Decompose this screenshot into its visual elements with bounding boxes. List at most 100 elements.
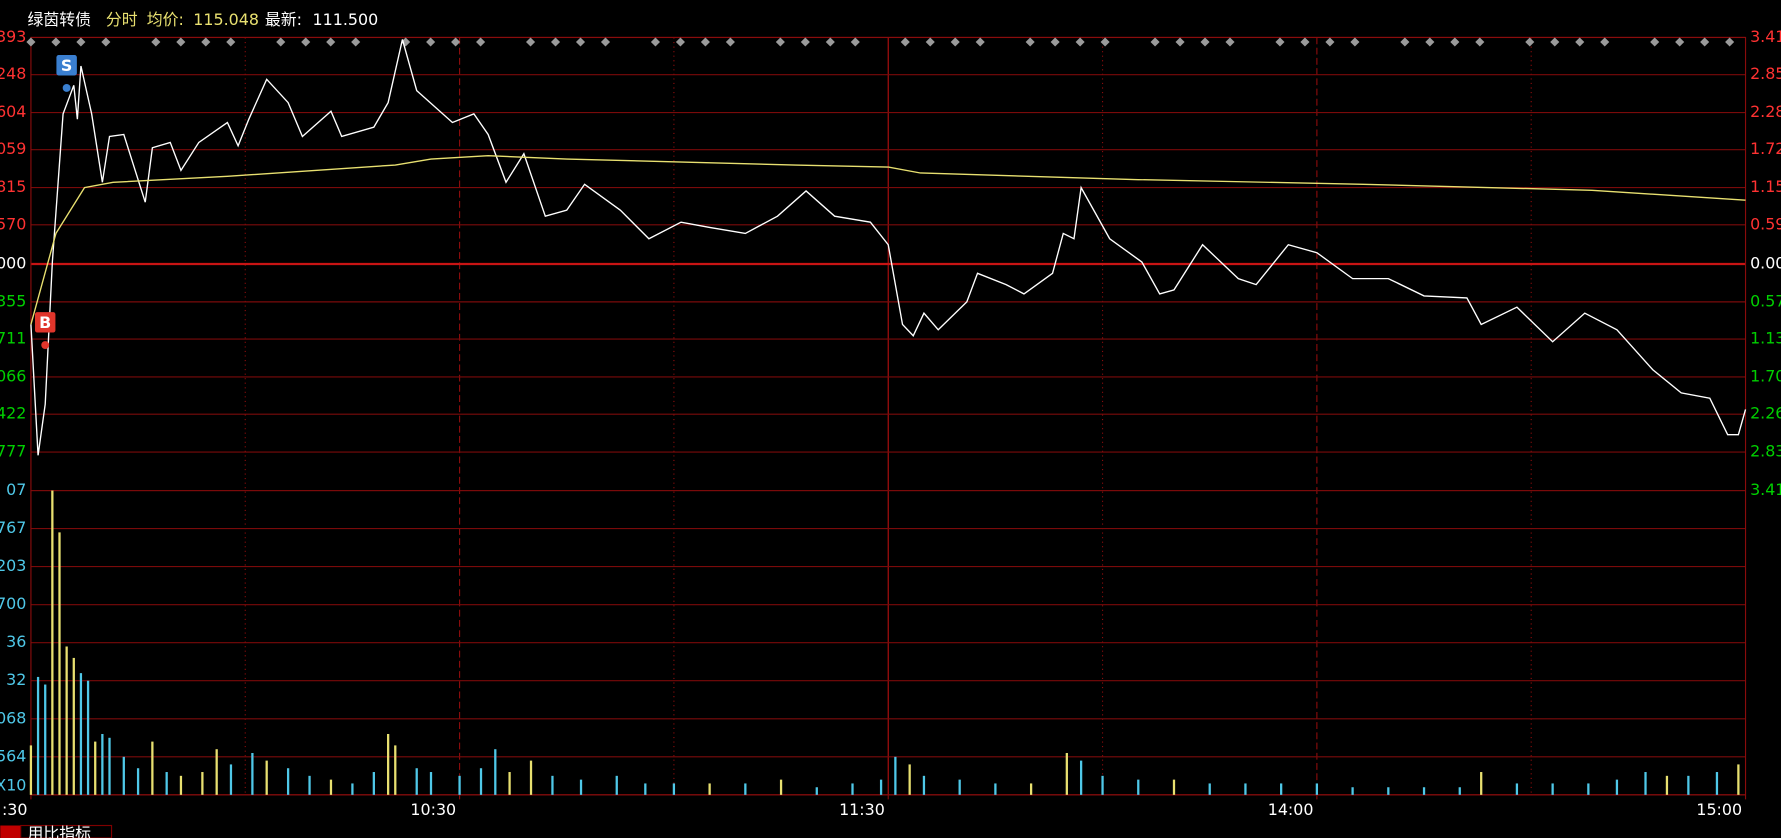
right-tick-label: 0.57 xyxy=(1750,291,1781,310)
event-diamond xyxy=(1025,37,1035,47)
volume-bar xyxy=(201,772,204,795)
event-diamond xyxy=(950,37,960,47)
volume-bar xyxy=(908,764,911,795)
left-tick-label: 059 xyxy=(0,139,26,158)
volume-bar xyxy=(1351,787,1354,795)
event-diamond xyxy=(226,37,236,47)
volume-tick-label: 36 xyxy=(6,632,26,651)
event-diamond xyxy=(151,37,161,47)
right-tick-label: 1.72 xyxy=(1750,139,1781,158)
event-diamond xyxy=(700,37,710,47)
volume-bar xyxy=(136,768,140,795)
trade-point xyxy=(41,341,50,350)
volume-bar xyxy=(494,749,497,795)
volume-bar xyxy=(851,783,854,795)
event-diamond xyxy=(1175,37,1185,47)
volume-bar xyxy=(1137,779,1140,795)
right-tick-label: 1.70 xyxy=(1750,366,1781,385)
volume-bar xyxy=(1065,753,1068,795)
event-diamond xyxy=(1450,37,1460,47)
volume-bar xyxy=(1029,783,1033,795)
event-diamond xyxy=(1275,37,1285,47)
x-tick-label: 14:00 xyxy=(1268,800,1314,819)
event-diamond xyxy=(925,37,935,47)
tab[interactable] xyxy=(20,824,113,838)
right-tick-label: 1.15 xyxy=(1750,177,1781,196)
right-tick-label: 2.85 xyxy=(1750,64,1781,83)
volume-bar xyxy=(215,749,218,795)
volume-tick-label: 564 xyxy=(0,746,26,765)
volume-bar xyxy=(286,768,290,795)
security-name: 绿茵转债 xyxy=(28,10,92,29)
last-label: 最新: xyxy=(265,10,302,29)
volume-bar xyxy=(101,733,104,795)
event-diamond xyxy=(76,37,86,47)
right-tick-label: 3.41 xyxy=(1750,27,1781,46)
volume-bar xyxy=(29,745,33,795)
volume-bar xyxy=(1172,779,1176,795)
event-diamond xyxy=(1700,37,1710,47)
event-diamond xyxy=(1550,37,1560,47)
volume-tick-label: 068 xyxy=(0,708,26,727)
header: 绿茵转债 分时 均价: 115.048 最新: 111.500 xyxy=(28,10,379,29)
volume-bar xyxy=(644,783,647,795)
volume-bar xyxy=(1587,783,1590,795)
event-diamond xyxy=(650,37,660,47)
event-diamond xyxy=(1725,37,1735,47)
left-tick-label: 422 xyxy=(0,404,26,423)
volume-tick-label: X10 xyxy=(0,775,26,794)
left-tick-label: 570 xyxy=(0,214,26,233)
trade-label: B xyxy=(39,313,51,332)
event-diamond xyxy=(675,37,685,47)
volume-bar xyxy=(79,673,83,795)
tab-marker[interactable] xyxy=(0,825,21,838)
event-diamond xyxy=(1575,37,1585,47)
volume-bar xyxy=(1615,779,1619,795)
left-tick-label: 000 xyxy=(0,254,26,273)
volume-bar xyxy=(894,756,897,795)
volume-bar xyxy=(229,764,233,795)
trade-badge xyxy=(34,312,56,333)
volume-bar xyxy=(779,779,783,795)
x-tick-label: :30 xyxy=(2,800,28,819)
volume-bar xyxy=(1715,772,1719,795)
event-diamond xyxy=(351,37,361,47)
volume-bar xyxy=(994,783,997,795)
event-diamond xyxy=(51,37,61,47)
volume-bar xyxy=(551,775,554,795)
event-diamond xyxy=(101,37,111,47)
avg-label: 均价: xyxy=(147,10,184,29)
volume-bar xyxy=(151,741,154,795)
volume-bar xyxy=(429,772,433,795)
event-diamond xyxy=(1300,37,1310,47)
event-diamond xyxy=(1400,37,1410,47)
volume-bar xyxy=(1422,787,1426,795)
left-tick-label: 066 xyxy=(0,366,26,385)
event-diamond xyxy=(451,37,461,47)
volume-bar xyxy=(744,783,747,795)
event-diamond xyxy=(600,37,611,47)
right-tick-label: 3.41 xyxy=(1750,480,1781,499)
volume-bar xyxy=(94,741,97,795)
volume-bar xyxy=(72,657,75,795)
volume-tick-label: 32 xyxy=(6,670,26,689)
volume-bar xyxy=(1515,783,1519,795)
right-tick-label: 2.26 xyxy=(1750,404,1781,423)
volume-tick-label: 767 xyxy=(0,518,26,537)
event-diamond xyxy=(575,37,586,47)
volume-bar xyxy=(86,680,90,795)
volume-bar xyxy=(351,783,354,795)
price-line xyxy=(30,155,1746,325)
volume-bar xyxy=(529,760,533,795)
left-tick-label: 777 xyxy=(0,442,26,461)
event-diamond xyxy=(1650,37,1660,47)
volume-bar xyxy=(1315,783,1319,795)
tab-label[interactable]: 用比指标 xyxy=(28,824,92,838)
event-diamond xyxy=(526,37,536,47)
volume-bar xyxy=(386,733,390,795)
volume-bar xyxy=(1644,772,1647,795)
volume-bar xyxy=(108,737,111,795)
avg-value: 115.048 xyxy=(193,10,259,29)
event-diamond xyxy=(326,37,336,47)
